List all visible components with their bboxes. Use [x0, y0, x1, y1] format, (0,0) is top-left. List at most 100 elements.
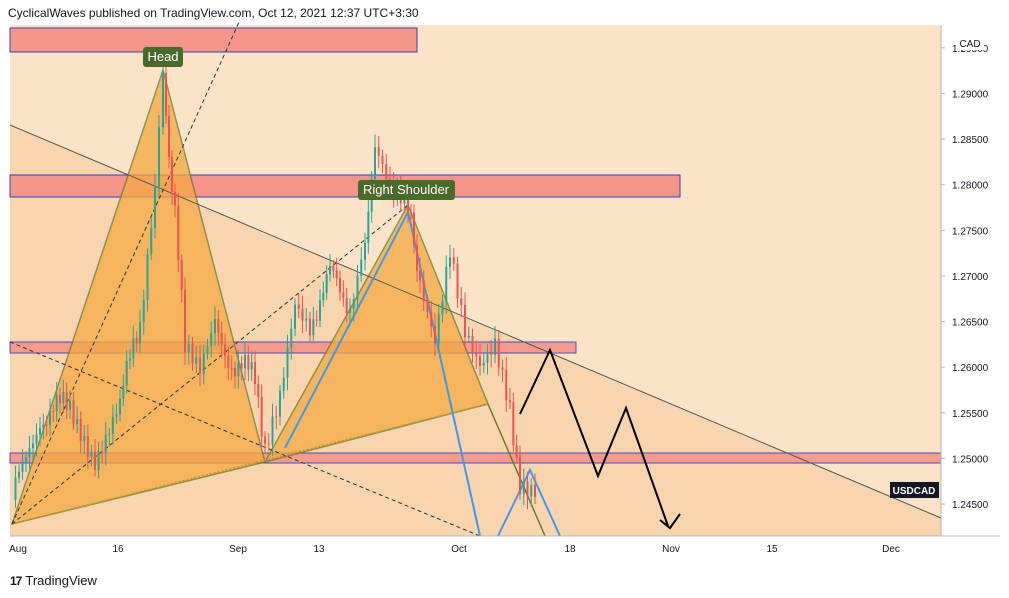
candle-body — [501, 367, 504, 370]
candle-body — [234, 368, 236, 377]
candle-body — [534, 485, 536, 498]
candle-body — [422, 280, 425, 301]
publisher-line: CyclicalWaves published on TradingView.c… — [8, 6, 419, 20]
candle-body — [25, 457, 27, 462]
candle-body — [28, 448, 31, 458]
candle-body — [367, 211, 370, 243]
candle-body — [195, 357, 198, 364]
candle-body — [356, 275, 359, 300]
candle-body — [83, 436, 86, 442]
price-tick-label: 1.28000 — [952, 181, 989, 192]
candlesticks — [14, 60, 536, 510]
price-tick-label: 1.29000 — [952, 89, 989, 100]
candle-body — [275, 416, 278, 418]
candle-body — [475, 352, 478, 357]
candle-body — [122, 385, 125, 399]
candle-body — [522, 481, 525, 495]
candle-body — [490, 351, 493, 355]
footer: 17 TradingView — [10, 573, 97, 588]
candle-body — [191, 344, 194, 364]
price-tick-label: 1.25500 — [952, 409, 989, 420]
currency-badge — [956, 36, 984, 50]
footer-brand: TradingView — [25, 573, 97, 588]
candle-body — [35, 434, 38, 444]
candle-body — [18, 471, 20, 478]
candle-body — [286, 347, 289, 378]
candle-body — [240, 362, 243, 369]
candle-body — [129, 358, 131, 361]
price-tick-label: 1.24500 — [952, 500, 989, 511]
candle-body — [237, 362, 240, 377]
candle-body — [460, 298, 463, 305]
candle-body — [332, 266, 335, 271]
candle-body — [449, 257, 451, 267]
time-tick-label: 18 — [564, 544, 576, 555]
candle-body — [79, 418, 82, 442]
candle-body — [119, 398, 121, 415]
candle-body — [416, 245, 418, 271]
candle-body — [250, 361, 253, 370]
candle-body — [530, 485, 533, 497]
candle-body — [319, 300, 321, 321]
candle-body — [374, 147, 376, 179]
candle-body — [257, 383, 260, 397]
candle-body — [437, 314, 440, 344]
candle-body — [165, 72, 167, 117]
candle-body — [345, 297, 348, 314]
candle-body — [512, 402, 515, 446]
candle-body — [264, 436, 266, 444]
currency-label: CAD — [959, 39, 980, 50]
candle-body — [381, 155, 384, 165]
candle-body — [305, 318, 308, 321]
head-label: Head — [147, 49, 178, 64]
candle-body — [94, 451, 96, 471]
symbol-badge — [890, 482, 939, 498]
time-tick-label: Dec — [882, 544, 900, 555]
price-tick-label: 1.25000 — [952, 454, 989, 465]
candle-body — [104, 434, 107, 453]
candle-body — [413, 212, 415, 246]
candle-body — [426, 300, 429, 313]
candle-body — [132, 338, 135, 359]
time-tick-label: Oct — [451, 544, 467, 555]
candle-body — [315, 319, 318, 321]
price-tick-label: 1.27500 — [952, 226, 989, 237]
candle-body — [526, 481, 529, 497]
candle-body — [150, 227, 153, 255]
candle-body — [482, 362, 485, 366]
resistance-zone-upper — [9, 174, 681, 198]
candle-body — [325, 274, 328, 293]
right-shoulder-triangle — [263, 203, 490, 464]
candle-body — [206, 346, 209, 355]
candle-body — [101, 450, 104, 453]
candle-body — [108, 433, 111, 435]
projected-path — [519, 347, 669, 527]
candle-body — [247, 355, 250, 370]
head-label-box — [143, 47, 183, 67]
candle-body — [267, 443, 270, 445]
candle-body — [72, 400, 75, 425]
candle-body — [419, 270, 421, 281]
candle-body — [297, 304, 300, 309]
candle-body — [210, 333, 213, 347]
candle-body — [471, 335, 474, 353]
time-axis[interactable]: Aug 16 Sep 13 Oct 18 Nov 15 Dec — [9, 544, 900, 555]
candle-body — [497, 338, 500, 368]
candle-body — [14, 477, 17, 500]
candle-body — [154, 186, 156, 228]
candle-body — [230, 367, 233, 369]
candle-body — [49, 410, 51, 426]
candle-body — [410, 211, 412, 213]
candle-body — [312, 319, 315, 336]
time-tick-label: 16 — [112, 544, 124, 555]
candle-body — [202, 354, 205, 374]
candle-body — [456, 263, 459, 299]
candle-body — [339, 278, 341, 293]
price-axis[interactable]: 1.24500 1.25000 1.25500 1.26000 1.26500 1.270… — [941, 44, 989, 511]
candle-body — [294, 304, 296, 329]
candle-body — [65, 391, 68, 410]
candle-body — [86, 436, 89, 457]
candle-body — [407, 194, 409, 212]
candle-body — [90, 451, 93, 457]
